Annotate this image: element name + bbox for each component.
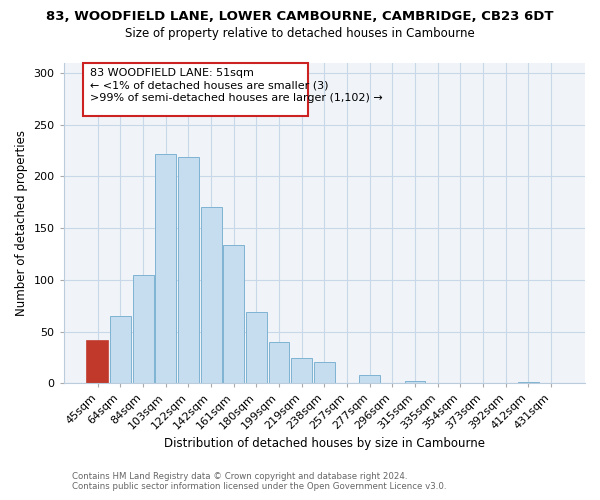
- Text: >99% of semi-detached houses are larger (1,102) →: >99% of semi-detached houses are larger …: [90, 92, 383, 102]
- Bar: [518, 382, 539, 384]
- Bar: [200, 208, 221, 384]
- Text: Size of property relative to detached houses in Cambourne: Size of property relative to detached ho…: [125, 28, 475, 40]
- Y-axis label: Number of detached properties: Number of detached properties: [15, 130, 28, 316]
- Text: Contains HM Land Registry data © Crown copyright and database right 2024.: Contains HM Land Registry data © Crown c…: [72, 472, 407, 481]
- Bar: [83, 62, 308, 116]
- Bar: [110, 316, 131, 384]
- Bar: [359, 375, 380, 384]
- X-axis label: Distribution of detached houses by size in Cambourne: Distribution of detached houses by size …: [164, 437, 485, 450]
- Bar: [178, 156, 199, 384]
- Bar: [223, 244, 244, 384]
- Text: ← <1% of detached houses are smaller (3): ← <1% of detached houses are smaller (3): [90, 80, 328, 90]
- Bar: [314, 362, 335, 384]
- Bar: [246, 312, 267, 384]
- Bar: [291, 358, 312, 384]
- Bar: [133, 274, 154, 384]
- Bar: [155, 154, 176, 384]
- Bar: [404, 382, 425, 384]
- Bar: [269, 342, 289, 384]
- Text: 83, WOODFIELD LANE, LOWER CAMBOURNE, CAMBRIDGE, CB23 6DT: 83, WOODFIELD LANE, LOWER CAMBOURNE, CAM…: [46, 10, 554, 23]
- Text: 83 WOODFIELD LANE: 51sqm: 83 WOODFIELD LANE: 51sqm: [90, 68, 254, 78]
- Text: Contains public sector information licensed under the Open Government Licence v3: Contains public sector information licen…: [72, 482, 446, 491]
- Bar: [88, 341, 108, 384]
